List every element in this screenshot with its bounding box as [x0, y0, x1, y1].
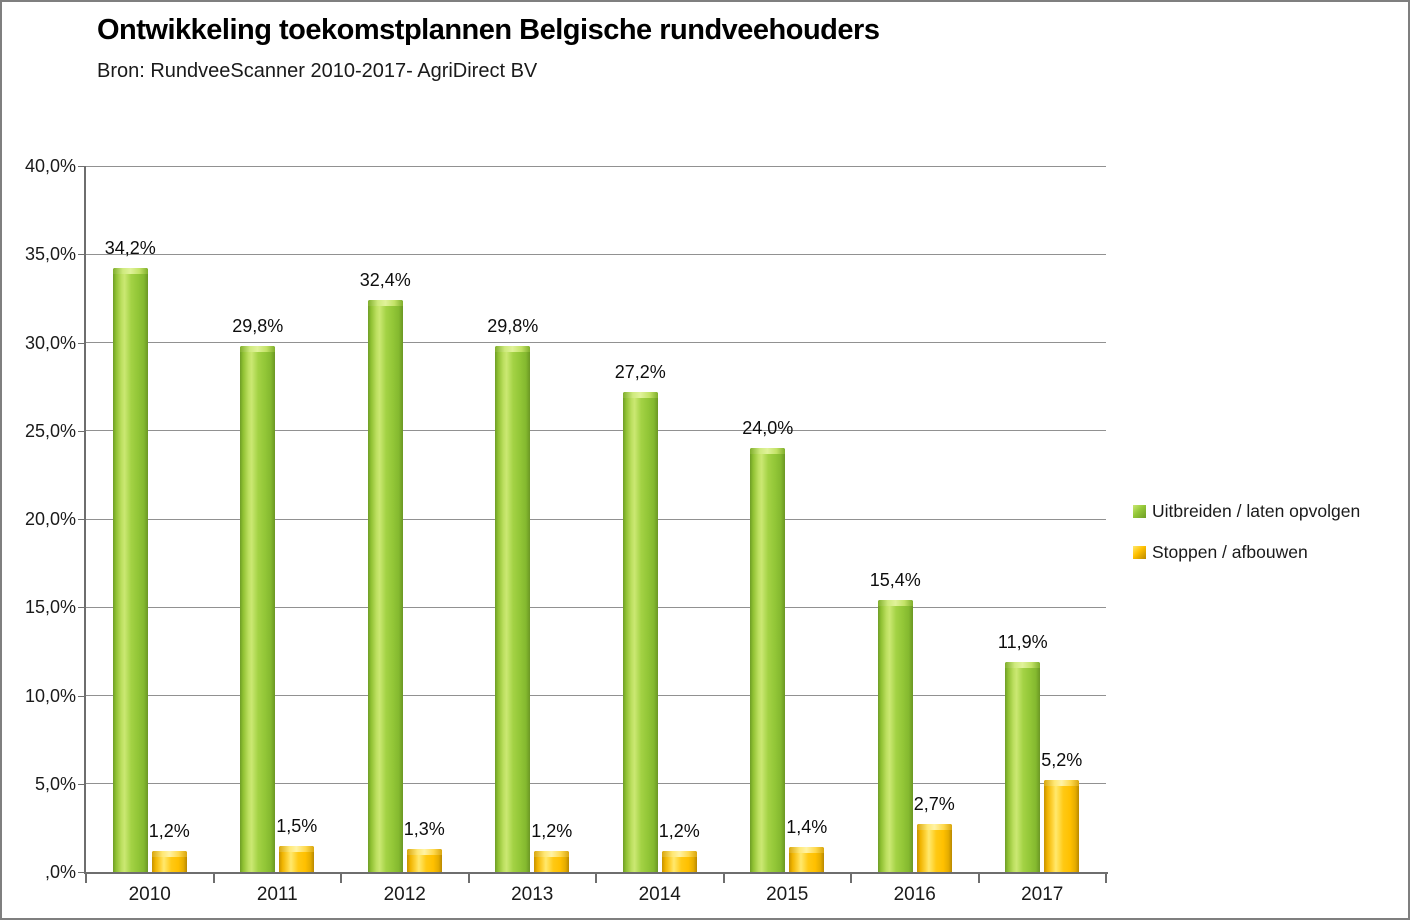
x-axis-category-label: 2015 [766, 884, 809, 905]
data-label-stoppen-2014: 1,2% [658, 820, 700, 841]
x-axis-tick-mark [1105, 874, 1107, 883]
legend-swatch-icon [1133, 545, 1146, 559]
x-axis-tick-mark [467, 874, 470, 883]
bar-uitbreiden-2015 [750, 448, 786, 872]
y-axis-tick-mark [78, 342, 86, 344]
bar-stoppen-2016 [916, 824, 952, 872]
x-axis-tick-mark [977, 874, 980, 883]
bar-stoppen-2011 [279, 845, 315, 872]
plot-area: 34,2% 1,2% 29,8% 1,5% 32,4% 1,3% 29,8% 1,2% 27,2… [84, 165, 1108, 874]
y-axis-tick-mark [78, 519, 86, 520]
bar-stoppen-2012 [406, 849, 442, 872]
data-label-stoppen-2010: 1,2% [148, 820, 190, 841]
bar-uitbreiden-2017 [1005, 661, 1041, 872]
x-axis-category-label: 2014 [638, 884, 681, 905]
gridline-25 [86, 430, 1106, 432]
data-label-stoppen-2017: 5,2% [1041, 750, 1083, 771]
x-axis-category-label: 2010 [128, 884, 171, 905]
bar-uitbreiden-2010 [112, 268, 148, 872]
y-axis-tick-label: 20,0% [24, 509, 76, 529]
bar-stoppen-2013 [534, 850, 570, 872]
data-label-uitbreiden-2014: 27,2% [614, 361, 666, 382]
bar-stoppen-2015 [789, 847, 825, 872]
x-axis-category-label: 2012 [383, 884, 426, 905]
legend-label: Uitbreiden / laten opvolgen [1152, 500, 1361, 521]
gridline-30 [86, 342, 1106, 343]
legend-item-1: Stoppen / afbouwen [1133, 542, 1360, 562]
gridline-35 [86, 253, 1106, 255]
data-label-uitbreiden-2017: 11,9% [997, 631, 1048, 652]
y-axis-tick-label: 30,0% [24, 332, 76, 353]
bar-uitbreiden-2014 [622, 391, 658, 872]
bar-uitbreiden-2011 [240, 346, 276, 872]
legend: Uitbreiden / laten opvolgen Stoppen / afb… [1133, 501, 1360, 583]
x-axis-tick-mark [595, 874, 597, 883]
x-axis-category-label: 2011 [256, 884, 298, 905]
gridline-5 [86, 783, 1106, 785]
bar-uitbreiden-2013 [495, 346, 531, 872]
bar-stoppen-2014 [661, 850, 697, 872]
x-axis-category-label: 2017 [1021, 884, 1064, 905]
y-axis-tick-mark [78, 607, 86, 609]
y-axis-tick-label: 40,0% [24, 156, 76, 176]
data-label-stoppen-2015: 1,4% [786, 817, 828, 838]
data-label-uitbreiden-2010: 34,2% [104, 238, 156, 259]
chart-title: Ontwikkeling toekomstplannen Belgische r… [97, 14, 880, 46]
data-label-stoppen-2012: 1,3% [403, 819, 445, 840]
y-axis-tick-label: 25,0% [24, 420, 76, 441]
data-label-stoppen-2016: 2,7% [913, 794, 955, 815]
data-label-uitbreiden-2015: 24,0% [742, 418, 794, 439]
data-label-stoppen-2011: 1,5% [276, 815, 318, 836]
data-label-uitbreiden-2016: 15,4% [869, 570, 921, 591]
bar-uitbreiden-2012 [367, 300, 403, 872]
bar-uitbreiden-2016 [877, 600, 913, 872]
data-label-uitbreiden-2011: 29,8% [232, 316, 284, 337]
y-axis-tick-mark [78, 430, 86, 432]
x-axis-category-label: 2013 [511, 884, 554, 905]
data-label-uitbreiden-2013: 29,8% [487, 316, 539, 337]
legend-label: Stoppen / afbouwen [1152, 541, 1308, 562]
x-axis-tick-mark [850, 874, 852, 883]
y-axis-tick-mark [78, 254, 86, 256]
x-axis-tick-mark [212, 874, 215, 883]
x-axis-tick-mark [340, 874, 342, 883]
y-axis-tick-label: ,0% [44, 862, 76, 882]
y-axis-tick-mark [78, 166, 86, 167]
y-axis-tick-mark [78, 695, 86, 697]
gridline-15 [86, 606, 1106, 608]
gridline-10 [86, 695, 1106, 696]
y-axis-tick-mark [78, 872, 86, 873]
y-axis-tick-label: 15,0% [24, 597, 76, 618]
x-axis-tick-mark [85, 874, 87, 883]
data-label-stoppen-2013: 1,2% [531, 820, 573, 841]
gridline-20 [86, 518, 1106, 520]
bar-stoppen-2017 [1044, 780, 1080, 872]
y-axis-tick-mark [78, 783, 86, 785]
x-axis-tick-mark [722, 874, 725, 883]
y-axis-tick-label: 35,0% [24, 244, 76, 265]
y-axis-tick-label: 5,0% [34, 773, 76, 794]
bar-stoppen-2010 [151, 850, 187, 872]
chart-subtitle: Bron: RundveeScanner 2010-2017- AgriDire… [97, 60, 538, 82]
x-axis-category-label: 2016 [893, 884, 936, 905]
legend-item-0: Uitbreiden / laten opvolgen [1133, 501, 1360, 521]
gridline-40 [86, 165, 1106, 167]
data-label-uitbreiden-2012: 32,4% [359, 270, 411, 291]
legend-swatch-icon [1133, 504, 1146, 518]
y-axis-tick-label: 10,0% [24, 685, 76, 706]
